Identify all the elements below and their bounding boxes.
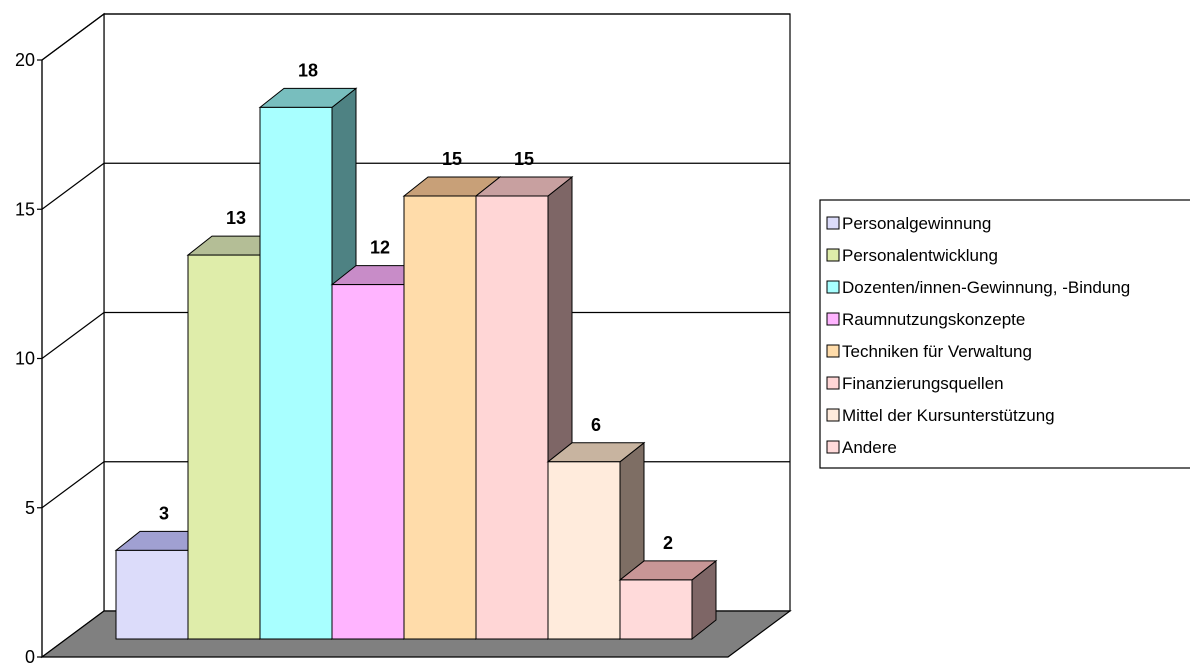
legend-item: Personalgewinnung bbox=[826, 214, 991, 233]
data-label: 13 bbox=[226, 208, 246, 228]
legend-item: Mittel der Kursunterstützung bbox=[826, 406, 1055, 425]
legend-swatch bbox=[826, 408, 840, 422]
y-axis: 0 5 10 15 20 bbox=[15, 50, 43, 664]
legend-swatch bbox=[826, 248, 840, 262]
data-label: 12 bbox=[370, 238, 390, 258]
data-label: 6 bbox=[591, 415, 601, 435]
legend-label: Techniken für Verwaltung bbox=[842, 342, 1032, 361]
bar-6 bbox=[474, 175, 574, 641]
legend-label: Finanzierungsquellen bbox=[842, 374, 1004, 393]
legend-label: Personalentwicklung bbox=[842, 246, 998, 265]
bar-front bbox=[619, 579, 693, 640]
y-tick-label: 20 bbox=[15, 50, 35, 70]
bar-front bbox=[475, 195, 549, 640]
bar-front bbox=[403, 195, 477, 640]
bars bbox=[114, 87, 718, 641]
legend-item: Personalentwicklung bbox=[826, 246, 998, 265]
legend-swatch bbox=[826, 376, 840, 390]
legend-box bbox=[819, 199, 1190, 469]
legend-label: Andere bbox=[842, 438, 897, 457]
legend-swatch bbox=[826, 280, 840, 294]
bar-front bbox=[115, 549, 189, 640]
y-tick-label: 0 bbox=[25, 647, 35, 664]
data-label: 2 bbox=[663, 533, 673, 553]
bar-front bbox=[547, 461, 621, 640]
legend-item: Finanzierungsquellen bbox=[826, 374, 1004, 393]
gridline bbox=[41, 13, 790, 61]
legend-item: Andere bbox=[826, 438, 897, 457]
data-label: 15 bbox=[442, 149, 462, 169]
gridline bbox=[41, 162, 790, 210]
legend-item: Techniken für Verwaltung bbox=[826, 342, 1032, 361]
legend-swatch bbox=[826, 440, 840, 454]
legend-label: Dozenten/innen-Gewinnung, -Bindung bbox=[842, 278, 1130, 297]
bar-front bbox=[259, 106, 333, 640]
legend-label: Raumnutzungskonzepte bbox=[842, 310, 1025, 329]
data-label: 3 bbox=[159, 503, 169, 523]
y-tick-label: 5 bbox=[25, 498, 35, 518]
bar-front bbox=[331, 284, 405, 640]
legend-swatch bbox=[826, 312, 840, 326]
y-tick-label: 10 bbox=[15, 349, 35, 369]
data-labels: 3 13 18 12 15 15 6 2 bbox=[159, 60, 673, 553]
bar-8 bbox=[618, 559, 718, 641]
legend-swatch bbox=[826, 216, 840, 230]
legend: Personalgewinnung Personalentwicklung Doze… bbox=[819, 199, 1190, 469]
legend-item: Dozenten/innen-Gewinnung, -Bindung bbox=[826, 278, 1130, 297]
y-tick-label: 15 bbox=[15, 199, 35, 219]
legend-item: Raumnutzungskonzepte bbox=[826, 310, 1025, 329]
bar-front bbox=[187, 254, 261, 640]
legend-swatch bbox=[826, 344, 840, 358]
legend-label: Personalgewinnung bbox=[842, 214, 991, 233]
data-label: 18 bbox=[298, 60, 318, 80]
data-label: 15 bbox=[514, 149, 534, 169]
legend-label: Mittel der Kursunterstützung bbox=[842, 406, 1055, 425]
